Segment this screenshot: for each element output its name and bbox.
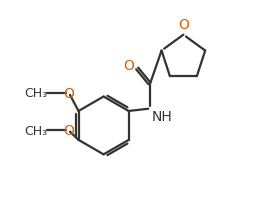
Text: O: O	[178, 18, 189, 32]
Text: O: O	[63, 124, 74, 138]
Text: O: O	[63, 86, 74, 100]
Text: O: O	[124, 58, 134, 72]
Text: CH₃: CH₃	[25, 87, 48, 100]
Text: CH₃: CH₃	[25, 124, 48, 137]
Text: NH: NH	[152, 110, 172, 124]
